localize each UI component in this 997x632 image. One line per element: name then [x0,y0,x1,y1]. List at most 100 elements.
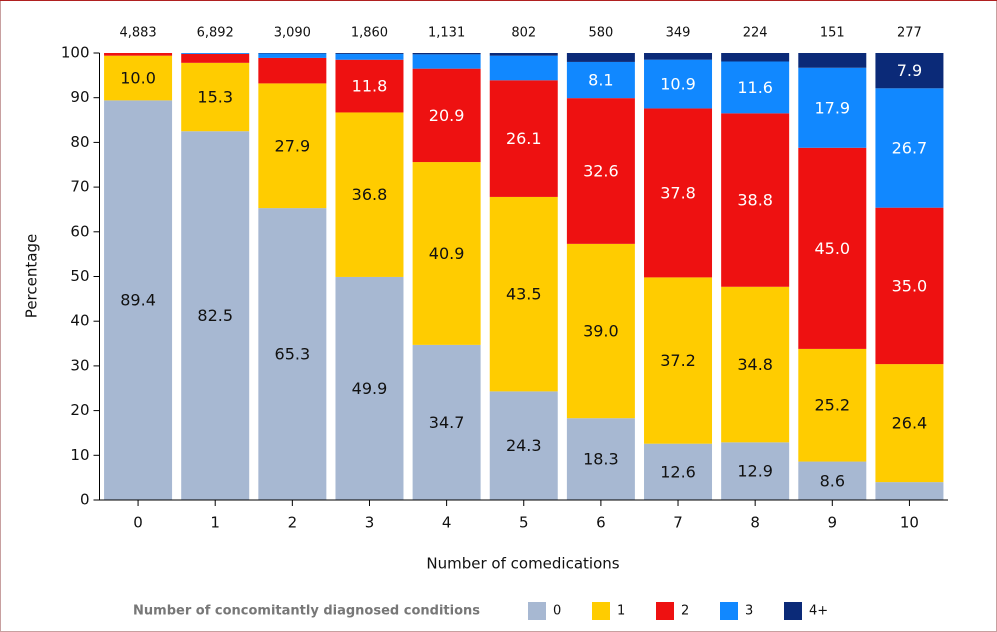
bar-segment [258,83,327,209]
bar-segment [489,53,558,56]
x-tick-label: 9 [828,514,838,532]
x-tick-label: 2 [288,514,298,532]
bar-segment [335,276,404,500]
data-label: 7.9 [897,61,922,80]
y-tick-label: 40 [70,312,89,330]
bar-total: 1,860 [351,26,388,41]
y-axis-label: Percentage [23,234,41,318]
bar-segment [721,286,790,443]
bar-segment [798,53,867,68]
bar-total: 6,892 [197,26,234,41]
data-label: 20.9 [429,106,465,125]
data-label: 8.6 [820,471,845,490]
bar-segment [644,443,713,500]
bar-segment [489,391,558,500]
y-tick-label: 0 [80,491,90,509]
bar-segment [798,461,867,500]
bar-segment [104,53,173,56]
bar-segment [644,108,713,278]
bar-segment [489,55,558,81]
y-tick-label: 100 [61,44,90,62]
bar-segment [181,62,250,132]
y-tick-label: 50 [70,267,89,285]
legend-swatch [720,602,738,620]
data-label: 24.3 [506,436,542,455]
y-tick-label: 80 [70,133,89,151]
y-tick-label: 20 [70,401,89,419]
legend-swatch [528,602,546,620]
bar-segment [721,442,790,500]
y-tick-label: 90 [70,88,89,106]
bar-segment [875,207,944,365]
bar-total: 349 [666,26,691,41]
bar-segment [489,196,558,392]
data-label: 35.0 [892,276,928,295]
bar-total: 802 [511,26,536,41]
bar-segment [566,53,635,62]
data-label: 26.1 [506,129,542,148]
bar-segment [798,67,867,148]
legend-title: Number of concomitantly diagnosed condit… [133,604,480,619]
data-label: 10.0 [120,69,156,88]
x-tick-label: 8 [750,514,760,532]
bar-segment [721,113,790,287]
data-label: 8.1 [588,71,613,90]
data-label: 36.8 [352,185,388,204]
data-label: 26.7 [892,138,928,157]
data-label: 82.5 [197,306,233,325]
data-label: 25.2 [814,396,850,415]
bar-segment [875,364,944,483]
y-tick-label: 60 [70,222,89,240]
data-label: 15.3 [197,88,233,107]
legend-label: 4+ [809,604,828,619]
bar-segment [181,53,250,63]
data-label: 40.9 [429,244,465,263]
legend-swatch [656,602,674,620]
x-tick-label: 5 [519,514,529,532]
data-label: 45.0 [814,239,850,258]
data-label: 11.8 [352,77,388,96]
bar-segment [412,53,481,55]
bar-segment [644,59,713,109]
bar-segment [335,53,404,60]
data-label: 11.6 [737,78,773,97]
bar-segment [875,482,944,500]
legend-swatch [784,602,802,620]
bar-segment [181,53,250,54]
bar-total: 3,090 [274,26,311,41]
x-tick-label: 10 [900,514,919,532]
x-tick-label: 1 [210,514,220,532]
bar-total: 151 [820,26,845,41]
y-tick-label: 30 [70,356,89,374]
legend-label: 3 [745,604,753,619]
bar-segment [566,418,635,500]
data-label: 12.9 [737,462,773,481]
bar-segment [335,59,404,113]
data-label: 49.9 [352,379,388,398]
data-label: 32.6 [583,162,619,181]
bar-segment [644,277,713,444]
bar-total: 224 [743,26,768,41]
data-label: 26.4 [892,414,928,433]
bar-segment [875,53,944,89]
bar-segment [412,54,481,69]
bar-segment [875,88,944,208]
bar-segment [412,344,481,500]
bar-segment [566,243,635,419]
bar-segment [104,100,173,500]
bar-segment [335,112,404,277]
bar-segment [258,57,327,84]
y-tick-label: 10 [70,446,89,464]
bar-segment [721,61,790,114]
data-label: 12.6 [660,462,696,481]
data-label: 39.0 [583,322,619,341]
bar-total: 1,131 [428,26,465,41]
bar-segment [798,348,867,462]
legend-label: 0 [553,604,561,619]
data-label: 89.4 [120,291,156,310]
data-label: 10.9 [660,75,696,94]
data-label: 43.5 [506,285,542,304]
bar-segment [258,208,327,500]
data-label: 65.3 [275,345,311,364]
